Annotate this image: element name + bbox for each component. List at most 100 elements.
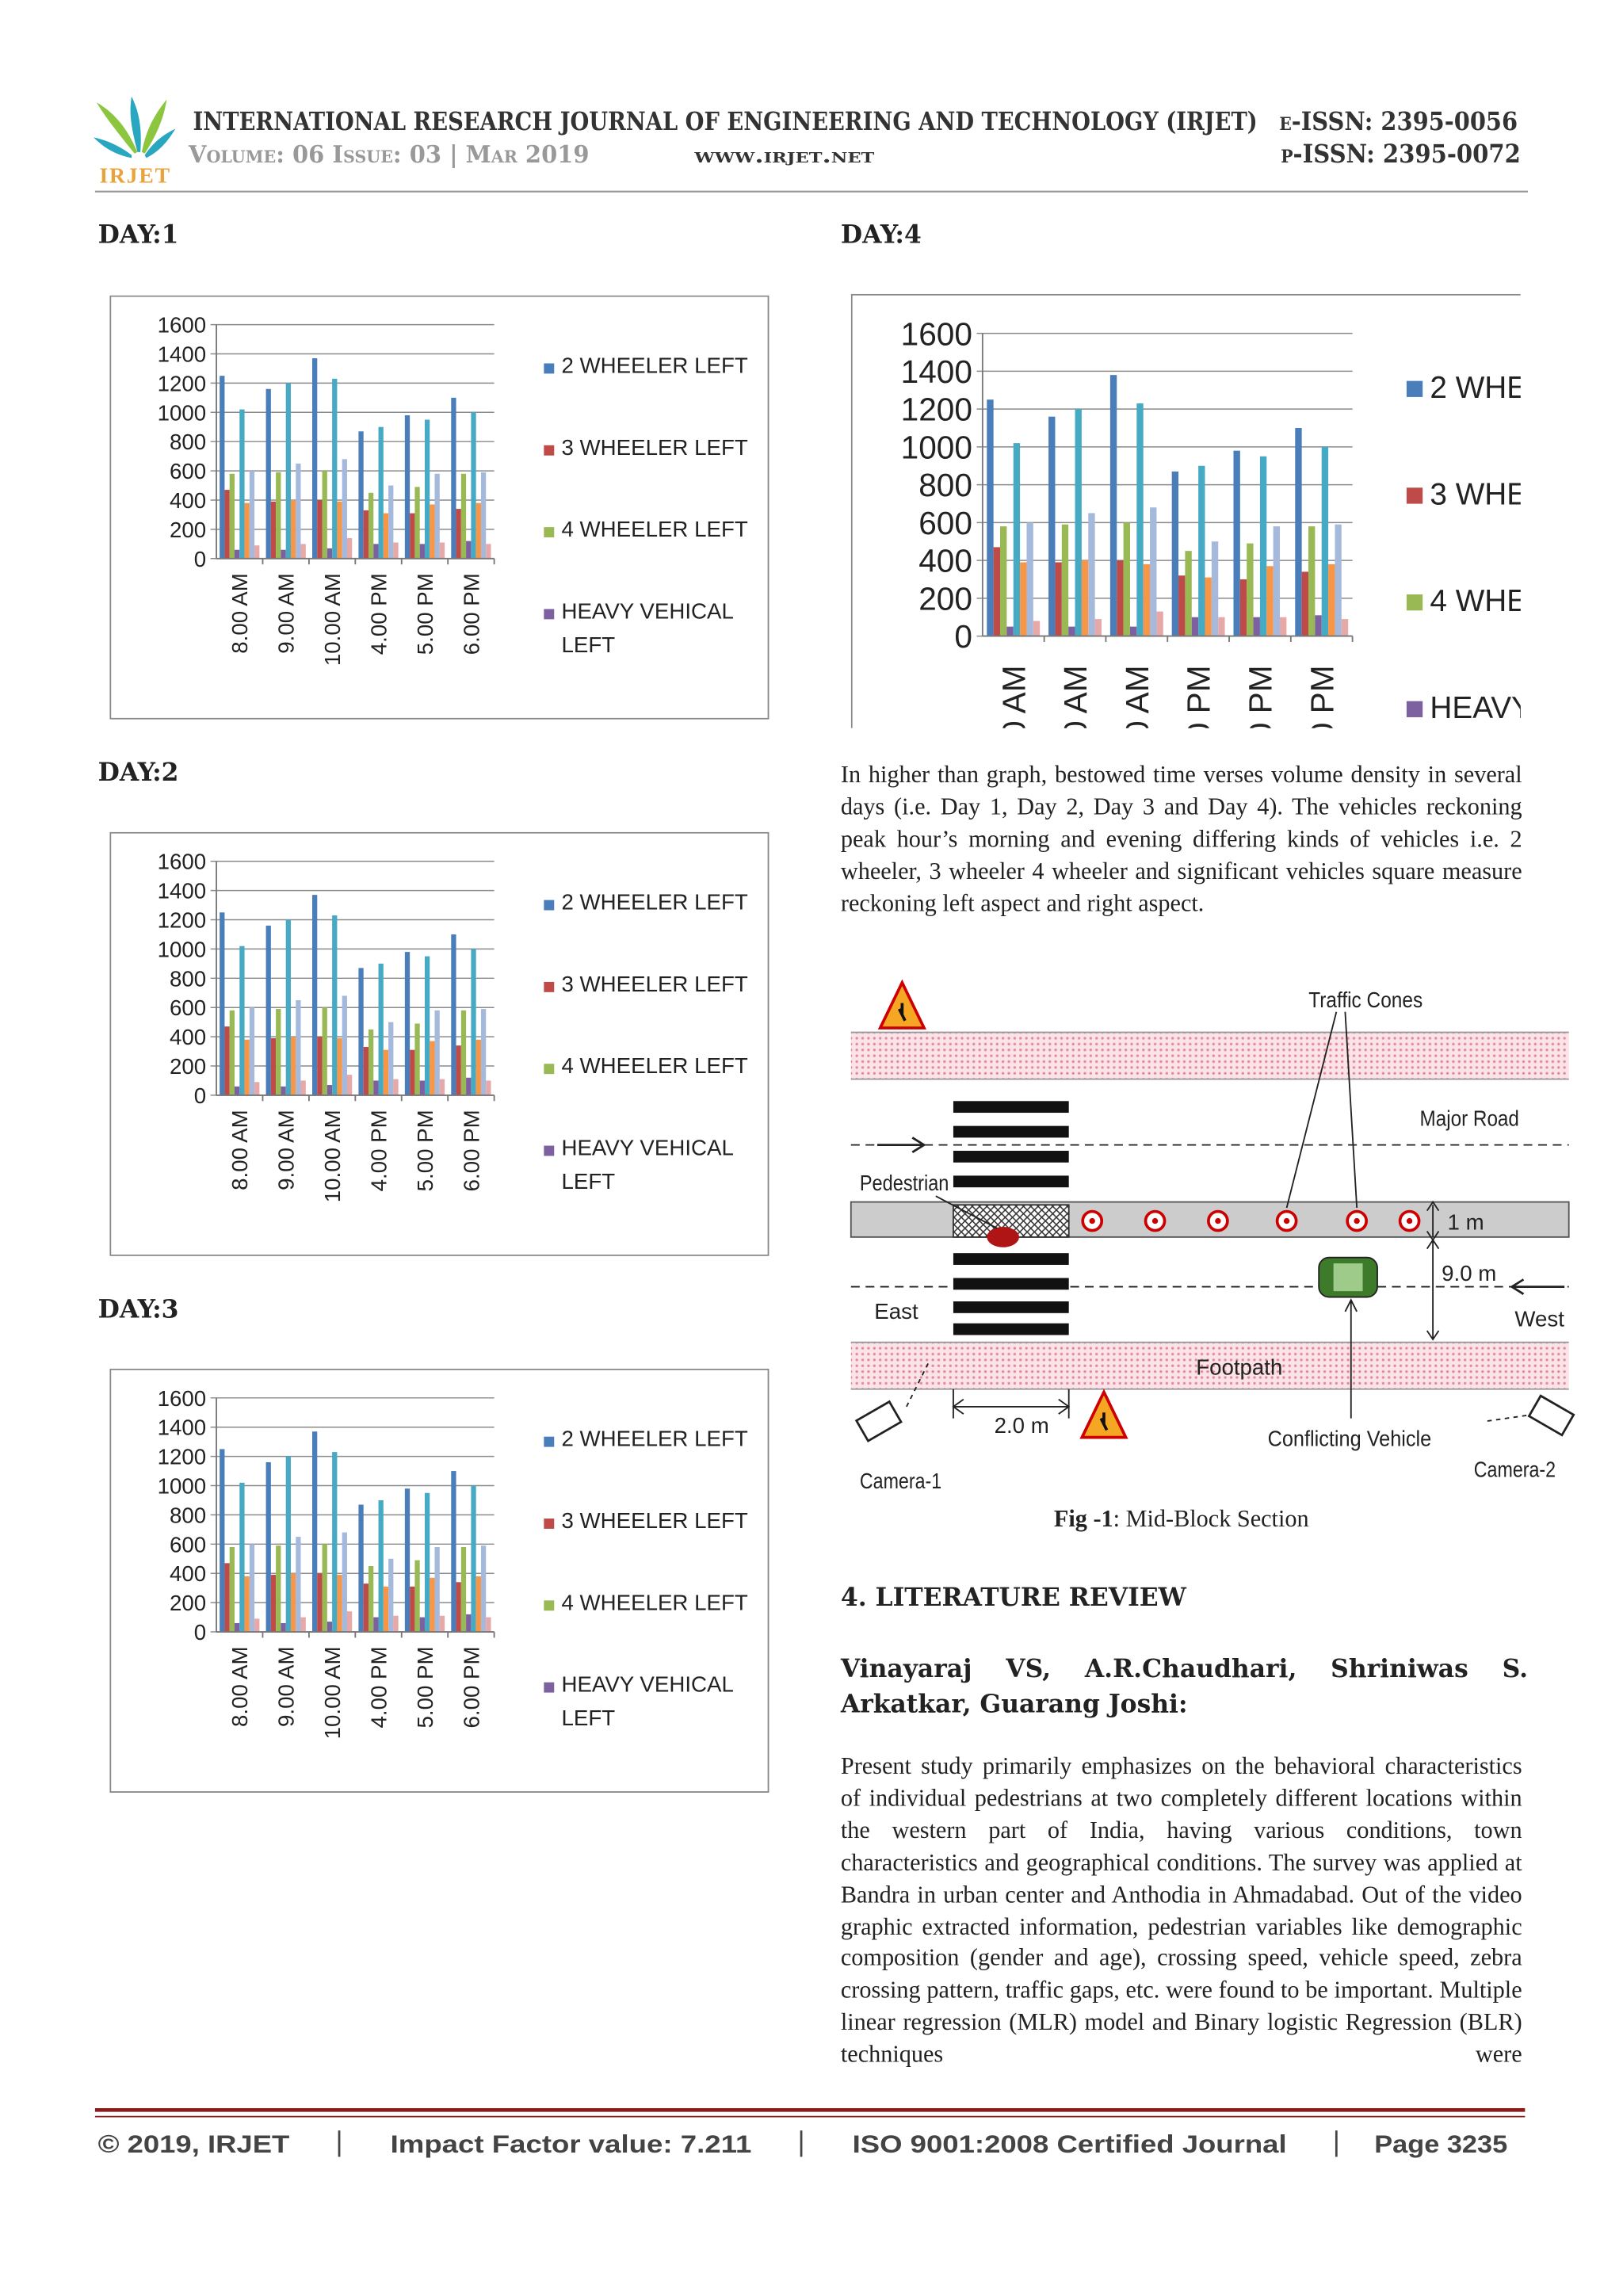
y-tick-label: 1200 bbox=[158, 371, 207, 395]
x-tick-label: 4.00 PM bbox=[1181, 665, 1217, 728]
legend-swatch bbox=[1406, 487, 1423, 504]
bar bbox=[285, 919, 291, 1095]
legend-label: 2 WHEELER LEFT bbox=[1430, 370, 1521, 405]
bar bbox=[419, 1617, 425, 1633]
bar bbox=[317, 1037, 323, 1095]
bar bbox=[1088, 513, 1095, 636]
figure-label: Pedestrian bbox=[860, 1171, 949, 1195]
y-tick-label: 600 bbox=[170, 995, 206, 1020]
bar bbox=[471, 1485, 476, 1633]
x-tick-label: 9.00 AM bbox=[1057, 665, 1094, 728]
bar bbox=[290, 1037, 296, 1095]
y-tick-label: 200 bbox=[170, 1054, 206, 1079]
bar bbox=[249, 1007, 255, 1095]
bar bbox=[1301, 571, 1308, 636]
bar bbox=[311, 1431, 318, 1633]
legend-label: HEAVY VEHICAL LEFT bbox=[561, 1673, 733, 1732]
bar bbox=[1211, 541, 1219, 636]
y-tick-label: 0 bbox=[194, 1083, 206, 1108]
bar bbox=[220, 376, 225, 559]
bar bbox=[480, 1009, 487, 1095]
bar bbox=[1233, 450, 1240, 636]
y-tick-label: 600 bbox=[170, 1532, 206, 1557]
bar bbox=[285, 1456, 291, 1633]
bar bbox=[987, 399, 994, 636]
legend-label: HEAVY VEHICAL LEFT bbox=[561, 1137, 733, 1194]
bar bbox=[234, 1086, 240, 1095]
legend-label: 4 WHEELER LEFT bbox=[561, 518, 748, 544]
bar bbox=[1055, 562, 1062, 636]
y-tick-label: 800 bbox=[170, 966, 206, 991]
bar bbox=[414, 487, 420, 559]
bar bbox=[388, 485, 394, 559]
bar bbox=[373, 544, 379, 559]
legend-swatch bbox=[544, 609, 555, 620]
legend-entry: 3 WHEELER LEFT bbox=[1430, 478, 1520, 511]
bar bbox=[281, 1622, 286, 1633]
y-tick-label: 400 bbox=[170, 1561, 206, 1586]
legend-swatch bbox=[544, 1064, 555, 1075]
bar bbox=[317, 1573, 323, 1633]
bar bbox=[486, 1617, 491, 1633]
y-tick-label: 1600 bbox=[158, 313, 207, 338]
legend-entry: HEAVY VEHICAL LEFT bbox=[561, 1673, 733, 1732]
x-tick-label: 9.00 AM bbox=[274, 1646, 299, 1726]
bar bbox=[378, 426, 384, 559]
bar bbox=[342, 1532, 347, 1633]
legend-swatch bbox=[544, 445, 555, 456]
legend-swatch bbox=[544, 981, 555, 992]
footer-iso: ISO 9001:2008 Certified Journal bbox=[853, 2130, 1287, 2158]
bar bbox=[430, 1041, 435, 1095]
bar bbox=[393, 1079, 399, 1095]
bar bbox=[1136, 403, 1144, 636]
bar bbox=[239, 946, 245, 1095]
x-tick-label: 10.00 AM bbox=[320, 1110, 345, 1202]
paragraph: In higher than graph, bestowed time vers… bbox=[840, 760, 1522, 917]
bar bbox=[460, 473, 467, 559]
bar bbox=[1218, 617, 1225, 636]
legend-entry: 2 WHEELER LEFT bbox=[561, 1427, 747, 1452]
bar bbox=[322, 1544, 327, 1633]
bar bbox=[300, 1617, 306, 1633]
bar bbox=[327, 1622, 333, 1633]
x-tick-label: 9.00 AM bbox=[274, 573, 299, 653]
bar bbox=[220, 912, 225, 1095]
bar bbox=[244, 1576, 250, 1633]
bar bbox=[383, 513, 389, 559]
bar bbox=[460, 1547, 467, 1633]
bar bbox=[281, 1086, 286, 1095]
figure-label: 9.0 m bbox=[1442, 1261, 1496, 1286]
bar bbox=[337, 1037, 342, 1095]
bar bbox=[368, 1565, 374, 1633]
bar bbox=[368, 1029, 374, 1095]
bar bbox=[419, 1080, 425, 1095]
y-tick-label: 200 bbox=[918, 580, 972, 617]
bar bbox=[281, 549, 286, 559]
bar bbox=[290, 1573, 296, 1633]
y-tick-label: 200 bbox=[170, 1591, 206, 1615]
legend-swatch bbox=[544, 1145, 555, 1156]
bar bbox=[265, 388, 271, 559]
bar bbox=[244, 1039, 250, 1095]
bar bbox=[346, 1611, 353, 1633]
y-tick-label: 800 bbox=[170, 1503, 206, 1527]
legend-swatch bbox=[1406, 594, 1423, 611]
legend-swatch bbox=[1406, 701, 1423, 717]
footer-impact: Impact Factor value: 7.211 bbox=[391, 2130, 752, 2158]
bar bbox=[1253, 617, 1260, 636]
bar bbox=[1178, 575, 1186, 636]
y-tick-label: 1400 bbox=[158, 1415, 207, 1440]
bar bbox=[229, 1010, 235, 1095]
bar bbox=[254, 545, 260, 559]
mid-block-figure bbox=[850, 979, 1575, 1443]
bar bbox=[383, 1586, 389, 1633]
bar bbox=[475, 1039, 481, 1095]
bar bbox=[327, 548, 333, 559]
bar bbox=[229, 473, 235, 559]
x-tick-label: 5.00 PM bbox=[413, 1646, 437, 1728]
bar bbox=[1068, 626, 1075, 636]
bar bbox=[424, 956, 430, 1095]
bar bbox=[317, 499, 323, 559]
